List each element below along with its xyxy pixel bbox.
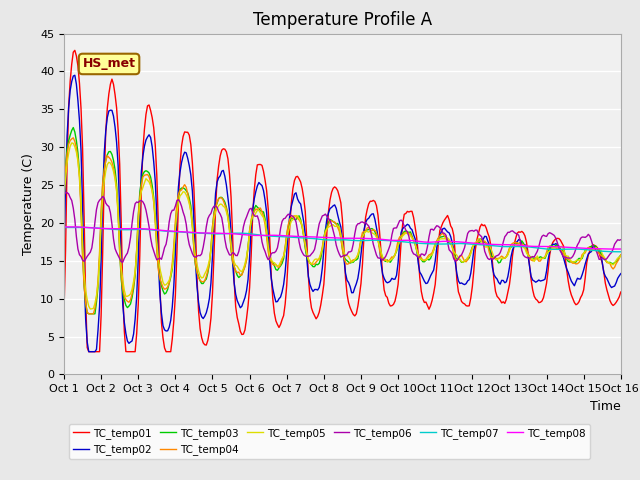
TC_temp02 [552,241,559,247]
TC_temp06 [61,190,69,195]
TC_temp01 [71,48,79,53]
TC_temp04 [167,272,175,277]
TC_temp03 [552,242,559,248]
TC_temp06 [60,192,68,197]
Text: HS_met: HS_met [83,58,136,71]
TC_temp08 [77,224,85,230]
TC_temp02 [617,271,625,276]
TC_temp02 [167,317,175,323]
TC_temp08 [550,244,558,250]
TC_temp05 [77,199,85,205]
Line: TC_temp02: TC_temp02 [64,75,621,352]
TC_temp07 [60,225,68,230]
TC_temp07 [165,228,173,234]
Line: TC_temp08: TC_temp08 [64,227,621,249]
TC_temp04 [617,252,625,258]
TC_temp01 [85,349,93,355]
Line: TC_temp06: TC_temp06 [64,192,621,262]
TC_temp03 [412,241,419,247]
Line: TC_temp01: TC_temp01 [64,50,621,352]
TC_temp01 [617,289,625,295]
TC_temp07 [617,249,625,255]
TC_temp02 [412,236,419,241]
TC_temp03 [60,185,68,191]
TC_temp02 [380,276,388,281]
TC_temp07 [379,238,387,243]
TC_temp03 [617,252,625,258]
Line: TC_temp04: TC_temp04 [64,138,621,314]
TC_temp01 [552,236,559,241]
TC_temp06 [380,255,388,261]
TC_temp04 [85,311,93,317]
TC_temp01 [399,220,406,226]
TC_temp05 [552,244,559,250]
TC_temp06 [77,253,85,259]
TC_temp01 [77,106,85,111]
TC_temp02 [399,226,406,231]
TC_temp03 [380,258,388,264]
TC_temp03 [69,125,77,131]
TC_temp06 [617,237,625,242]
Line: TC_temp03: TC_temp03 [64,128,621,314]
TC_temp04 [60,181,68,187]
TC_temp08 [68,224,76,230]
Line: TC_temp05: TC_temp05 [64,143,621,309]
TC_temp05 [86,306,94,312]
TC_temp08 [410,238,417,243]
TC_temp04 [380,257,388,263]
Y-axis label: Temperature (C): Temperature (C) [22,153,35,255]
TC_temp06 [167,211,175,216]
TC_temp08 [379,237,387,242]
TC_temp02 [77,147,85,153]
Line: TC_temp07: TC_temp07 [64,228,621,252]
TC_temp07 [72,225,80,230]
TC_temp01 [380,287,388,293]
TC_temp03 [399,230,406,236]
TC_temp04 [412,241,419,247]
TC_temp05 [60,196,68,202]
TC_temp07 [550,246,558,252]
TC_temp08 [60,224,68,230]
TC_temp06 [399,219,406,225]
TC_temp01 [60,308,68,314]
TC_temp08 [617,246,625,252]
TC_temp08 [165,228,173,234]
TC_temp07 [77,225,85,230]
TC_temp01 [412,224,419,229]
TC_temp03 [85,311,93,317]
TC_temp02 [85,349,93,355]
TC_temp02 [60,247,68,252]
TC_temp05 [399,233,406,239]
TC_temp03 [77,202,85,208]
TC_temp04 [77,208,85,214]
TC_temp02 [71,72,79,78]
TC_temp08 [397,238,405,243]
TC_temp05 [380,255,388,261]
Legend: TC_temp01, TC_temp02, TC_temp03, TC_temp04, TC_temp05, TC_temp06, TC_temp07, TC_: TC_temp01, TC_temp02, TC_temp03, TC_temp… [69,424,589,459]
TC_temp05 [617,253,625,259]
TC_temp06 [412,252,419,257]
X-axis label: Time: Time [590,400,621,413]
TC_temp06 [119,259,127,265]
TC_temp08 [609,246,617,252]
Title: Temperature Profile A: Temperature Profile A [253,11,432,29]
TC_temp07 [410,240,417,246]
TC_temp06 [552,236,559,241]
TC_temp01 [167,349,175,355]
TC_temp04 [69,135,77,141]
TC_temp05 [412,240,419,246]
TC_temp07 [397,239,405,244]
TC_temp05 [167,273,175,278]
TC_temp04 [399,232,406,238]
TC_temp05 [68,140,76,146]
TC_temp03 [167,275,175,280]
TC_temp04 [552,245,559,251]
